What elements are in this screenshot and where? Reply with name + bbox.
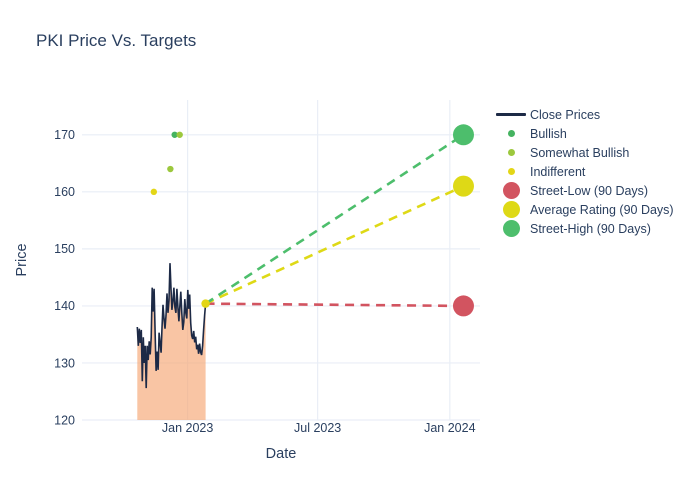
indifferent-swatch-icon	[492, 168, 530, 175]
indifferent-rating-marker	[150, 188, 158, 196]
street-low-dashed-line	[205, 302, 464, 308]
street-high-target-marker	[452, 124, 474, 146]
legend-label: Bullish	[530, 126, 567, 141]
x-axis-title: Date	[265, 446, 297, 462]
legend: Close Prices Bullish Somewhat Bullish Indif…	[492, 105, 674, 238]
street-high-swatch-icon	[492, 220, 530, 237]
legend-item-close-prices[interactable]: Close Prices	[492, 105, 674, 124]
street-high-dashed-line	[204, 133, 465, 305]
legend-item-street-low[interactable]: Street-Low (90 Days)	[492, 181, 674, 200]
legend-item-bullish[interactable]: Bullish	[492, 124, 674, 143]
legend-item-average-rating[interactable]: Average Rating (90 Days)	[492, 200, 674, 219]
y-tick-label: 130	[54, 356, 75, 370]
legend-label: Street-Low (90 Days)	[530, 183, 649, 198]
x-tick-label: Jan 2023	[162, 421, 213, 435]
close-prices-swatch-icon	[492, 113, 530, 116]
average-rating-swatch-icon	[492, 201, 530, 218]
legend-label: Close Prices	[530, 107, 601, 122]
x-tick-label: Jul 2023	[294, 421, 341, 435]
x-tick-label: Jan 2024	[424, 421, 475, 435]
street-low-swatch-icon	[492, 182, 530, 199]
legend-label: Indifferent	[530, 164, 586, 179]
street-low-target-marker	[452, 295, 474, 317]
indifferent-rating-marker	[201, 299, 210, 308]
chart-title: PKI Price Vs. Targets	[36, 31, 197, 50]
y-tick-label: 120	[54, 413, 75, 427]
bullish-rating-marker	[171, 131, 178, 138]
close-price-line	[136, 263, 207, 389]
legend-label: Street-High (90 Days)	[530, 221, 651, 236]
legend-item-street-high[interactable]: Street-High (90 Days)	[492, 219, 674, 238]
legend-item-somewhat-bullish[interactable]: Somewhat Bullish	[492, 143, 674, 162]
legend-item-indifferent[interactable]: Indifferent	[492, 162, 674, 181]
somewhat-bullish-rating-marker	[176, 131, 183, 138]
legend-label: Somewhat Bullish	[530, 145, 630, 160]
y-axis-title: Price	[14, 243, 30, 277]
y-tick-label: 170	[54, 128, 75, 142]
somewhat-bullish-rating-marker	[167, 165, 174, 173]
y-tick-label: 150	[54, 242, 75, 256]
somewhat-bullish-swatch-icon	[492, 149, 530, 156]
legend-label: Average Rating (90 Days)	[530, 202, 674, 217]
average-target-marker	[452, 175, 474, 197]
y-tick-label: 160	[54, 185, 75, 199]
average-dashed-line	[205, 184, 465, 305]
y-tick-label: 140	[54, 299, 75, 313]
bullish-swatch-icon	[492, 130, 530, 137]
